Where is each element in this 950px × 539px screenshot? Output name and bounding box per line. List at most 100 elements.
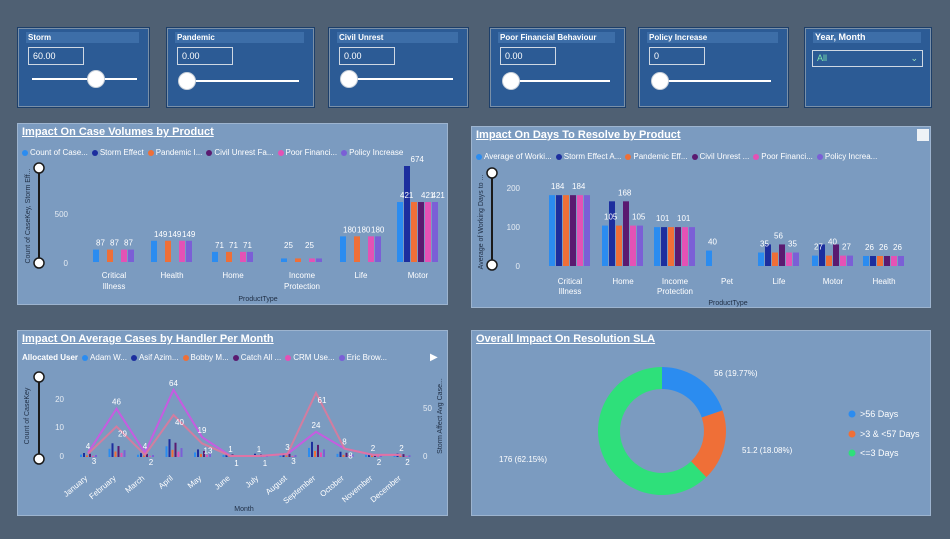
bar bbox=[884, 255, 890, 266]
x-tick-label: September bbox=[282, 473, 318, 505]
year-month-selected: All bbox=[817, 53, 828, 63]
x-tick-label: Protection bbox=[284, 282, 320, 291]
x-tick-label: Health bbox=[160, 271, 183, 280]
bar bbox=[863, 255, 869, 266]
bar bbox=[377, 455, 379, 457]
legend-item: Civil Unrest Fa... bbox=[206, 148, 274, 157]
poor-financial-slider-handle[interactable] bbox=[502, 72, 520, 90]
storm-value-input[interactable]: 60.00 bbox=[28, 47, 84, 65]
bar bbox=[380, 455, 382, 457]
legend-item: Storm Effect A... bbox=[555, 152, 621, 161]
data-label: 168 bbox=[618, 188, 632, 197]
year-month-dropdown[interactable]: All ⌄ bbox=[812, 50, 923, 67]
bar bbox=[682, 227, 688, 266]
chart-title: Impact On Case Volumes by Product bbox=[22, 126, 214, 138]
poor-financial-behaviour-slicer[interactable]: Poor Financial Behaviour 0.00 bbox=[489, 27, 626, 108]
slicer-title: Pandemic bbox=[175, 32, 304, 43]
bar bbox=[225, 453, 228, 457]
bar bbox=[240, 251, 246, 262]
bar bbox=[812, 255, 818, 266]
bar bbox=[323, 449, 325, 457]
pandemic-value-input[interactable]: 0.00 bbox=[177, 47, 233, 65]
data-label: 87 bbox=[124, 239, 133, 248]
pandemic-slider-handle[interactable] bbox=[178, 72, 196, 90]
data-label: 149 bbox=[168, 230, 182, 239]
x-tick-label: January bbox=[62, 474, 90, 499]
bar bbox=[371, 455, 373, 457]
legend-item: Policy Increase bbox=[341, 148, 403, 157]
data-label: 19 bbox=[198, 426, 207, 435]
bar bbox=[616, 225, 622, 266]
civil-unrest-slider-track[interactable] bbox=[343, 78, 453, 80]
data-label: 2 bbox=[399, 444, 404, 453]
legend-next-arrow-icon[interactable]: ▶ bbox=[430, 352, 438, 363]
range-slider-handle bbox=[33, 257, 45, 269]
bar bbox=[140, 453, 142, 457]
storm-slicer[interactable]: Storm 60.00 bbox=[17, 27, 150, 108]
bar bbox=[584, 195, 590, 266]
y2-tick-label: 50 bbox=[423, 404, 432, 413]
x-tick-label: March bbox=[123, 474, 146, 495]
policy-increase-slider-handle[interactable] bbox=[651, 72, 669, 90]
data-label: 40 bbox=[708, 238, 717, 247]
legend-item: Bobby M... bbox=[182, 353, 229, 362]
legend-item: Pandemic I... bbox=[147, 148, 202, 157]
x-tick-label: April bbox=[157, 474, 175, 491]
bar bbox=[404, 166, 410, 262]
bar bbox=[308, 447, 310, 457]
storm-slider-handle[interactable] bbox=[87, 70, 105, 88]
x-tick-label: Motor bbox=[823, 277, 844, 286]
policy-increase-value-input[interactable]: 0 bbox=[649, 47, 705, 65]
data-label: 56 bbox=[774, 231, 783, 240]
pandemic-slicer[interactable]: Pandemic 0.00 bbox=[166, 27, 315, 108]
x-tick-label: Life bbox=[773, 277, 786, 286]
civil-unrest-slider-handle[interactable] bbox=[340, 70, 358, 88]
donut-slice bbox=[691, 410, 726, 478]
bar bbox=[177, 451, 180, 457]
x-tick-label: Income bbox=[662, 277, 689, 286]
legend-item: >56 Days bbox=[860, 409, 899, 419]
poor-financial-slider-track[interactable] bbox=[504, 80, 610, 82]
bar bbox=[556, 195, 562, 266]
bar bbox=[675, 227, 681, 266]
data-label: 26 bbox=[865, 243, 874, 252]
data-label: 176 (62.15%) bbox=[499, 455, 547, 464]
focus-mode-icon[interactable] bbox=[917, 129, 929, 141]
bar bbox=[114, 451, 117, 457]
data-label: 71 bbox=[229, 241, 238, 250]
chart-legend: Allocated User Adam W... Asif Azim... Bobby… bbox=[22, 353, 391, 362]
data-label: 105 bbox=[632, 213, 646, 222]
year-month-slicer[interactable]: Year, Month All ⌄ bbox=[804, 27, 932, 108]
civil-unrest-value-input[interactable]: 0.00 bbox=[339, 47, 395, 65]
bar bbox=[291, 455, 294, 457]
poor-financial-value-input[interactable]: 0.00 bbox=[500, 47, 556, 65]
donut-slice bbox=[662, 367, 723, 418]
y-axis-label: Count of CaseKey bbox=[24, 387, 31, 444]
data-label: 421 bbox=[400, 191, 414, 200]
storm-slider-track[interactable] bbox=[32, 78, 137, 80]
x-tick-label: Protection bbox=[657, 287, 693, 296]
legend-item: >3 & <57 Days bbox=[860, 429, 920, 439]
chart-title: Impact On Days To Resolve by Product bbox=[476, 129, 681, 141]
policy-increase-slicer[interactable]: Policy Increase 0 bbox=[638, 27, 789, 108]
x-tick-label: Illness bbox=[559, 287, 582, 296]
policy-increase-slider-track[interactable] bbox=[653, 80, 771, 82]
data-label: 29 bbox=[118, 430, 127, 439]
x-tick-label: December bbox=[369, 473, 403, 504]
bar bbox=[165, 240, 171, 262]
bar bbox=[351, 454, 354, 457]
bar bbox=[89, 453, 91, 457]
data-label: 71 bbox=[243, 241, 252, 250]
bar bbox=[402, 454, 405, 457]
legend-item: Count of Case... bbox=[22, 148, 88, 157]
bar bbox=[197, 449, 199, 457]
data-label: 149 bbox=[154, 230, 168, 239]
bar bbox=[779, 244, 785, 266]
bar bbox=[570, 195, 576, 266]
pandemic-slider-track[interactable] bbox=[181, 80, 299, 82]
bar bbox=[121, 249, 127, 262]
civil-unrest-slicer[interactable]: Civil Unrest 0.00 bbox=[328, 27, 469, 108]
data-label: 56 (19.77%) bbox=[714, 369, 758, 378]
bar bbox=[151, 240, 157, 262]
data-label: 149 bbox=[182, 230, 196, 239]
